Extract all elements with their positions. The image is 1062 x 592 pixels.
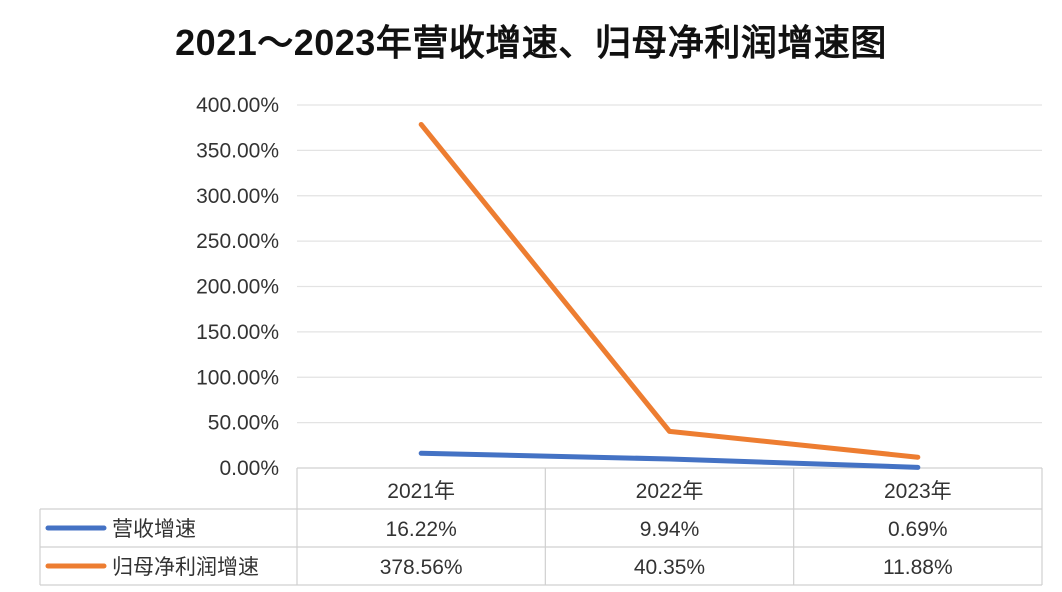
series-line-1 xyxy=(418,450,921,470)
x-tick-label: 2021年 xyxy=(387,480,455,503)
data-table: 2021年 2022年 2023年营收增速 16.22% 9.94% 0.69% 归母净利润… xyxy=(39,467,1043,586)
data-cell-value: 11.88% xyxy=(883,556,953,579)
chart-title: 2021～2023年营收增速、归母净利润增速图 xyxy=(175,22,887,63)
y-tick-label: 400.00% xyxy=(196,94,279,117)
data-cell-value: 40.35% xyxy=(634,556,705,579)
data-cell-value: 16.22% xyxy=(386,518,457,541)
y-tick-label: 200.00% xyxy=(196,276,279,299)
gridlines xyxy=(297,104,1042,424)
data-cell-value: 378.56% xyxy=(380,556,463,579)
y-tick-label: 150.00% xyxy=(196,321,279,344)
y-tick-label: 350.00% xyxy=(196,139,279,162)
x-tick-label: 2023年 xyxy=(884,480,952,503)
y-axis-ticks: 0.00% 50.00% 100.00% 150.00% 200.00% 250.00% 3… xyxy=(196,94,279,480)
legend-series-name: 营收增速 xyxy=(112,518,196,541)
legend-series-name: 归母净利润增速 xyxy=(112,556,259,579)
y-tick-label: 300.00% xyxy=(196,185,279,208)
y-tick-label: 0.00% xyxy=(219,457,279,480)
x-tick-label: 2022年 xyxy=(636,480,704,503)
y-tick-label: 250.00% xyxy=(196,230,279,253)
y-tick-label: 50.00% xyxy=(208,412,279,435)
y-tick-label: 100.00% xyxy=(196,366,279,389)
series-lines xyxy=(418,121,921,470)
data-cell-value: 0.69% xyxy=(888,518,948,541)
series-line-2 xyxy=(418,121,921,460)
data-cell-value: 9.94% xyxy=(640,518,700,541)
